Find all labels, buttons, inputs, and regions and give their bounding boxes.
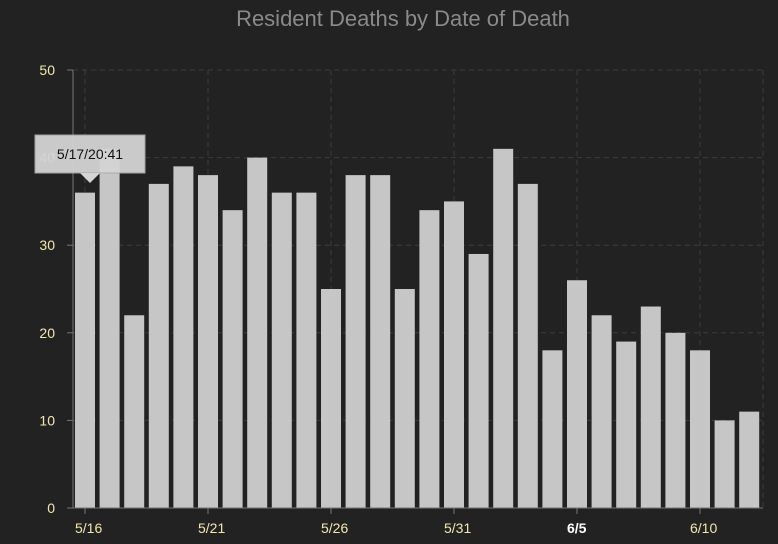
y-tick-label: 20 bbox=[39, 325, 55, 341]
bar-5/27[interactable] bbox=[345, 175, 366, 508]
bar-6/10[interactable] bbox=[690, 350, 710, 508]
x-tick-label: 5/26 bbox=[321, 520, 348, 536]
x-tick-label: 6/5 bbox=[567, 520, 587, 536]
x-tick-label: 6/10 bbox=[690, 520, 717, 536]
bar-5/21[interactable] bbox=[198, 175, 218, 508]
bar-6/6[interactable] bbox=[591, 315, 612, 508]
bar-5/18[interactable] bbox=[124, 315, 145, 508]
tooltip-text: 5/17/20:41 bbox=[57, 146, 123, 162]
bar-6/12[interactable] bbox=[739, 411, 760, 508]
tooltip: 5/17/20:41 bbox=[34, 134, 146, 183]
x-tick-label: 5/31 bbox=[444, 520, 471, 536]
y-tick-label: 30 bbox=[39, 237, 55, 253]
y-tick-label: 10 bbox=[39, 412, 55, 428]
bar-5/31[interactable] bbox=[444, 201, 464, 508]
x-tick-label: 5/21 bbox=[198, 520, 225, 536]
bar-5/25[interactable] bbox=[296, 192, 317, 508]
bar-5/17[interactable] bbox=[99, 148, 120, 508]
bar-5/26[interactable] bbox=[321, 289, 341, 508]
bar-6/9[interactable] bbox=[665, 332, 686, 508]
bar-5/22[interactable] bbox=[222, 210, 243, 508]
bar-6/5[interactable] bbox=[567, 280, 587, 508]
chart-title: Resident Deaths by Date of Death bbox=[236, 6, 570, 31]
bar-5/28[interactable] bbox=[370, 175, 391, 508]
bar-5/29[interactable] bbox=[394, 289, 415, 508]
bar-5/24[interactable] bbox=[271, 192, 292, 508]
y-tick-label: 0 bbox=[47, 500, 55, 516]
bar-6/8[interactable] bbox=[640, 306, 661, 508]
bar-6/1[interactable] bbox=[468, 253, 489, 508]
bar-6/4[interactable] bbox=[542, 350, 563, 508]
bar-6/11[interactable] bbox=[714, 420, 735, 508]
bar-5/16[interactable] bbox=[75, 192, 95, 508]
bar-5/19[interactable] bbox=[148, 183, 169, 508]
bar-6/7[interactable] bbox=[616, 341, 637, 508]
bar-6/3[interactable] bbox=[517, 183, 538, 508]
bar-6/2[interactable] bbox=[493, 148, 514, 508]
bar-5/20[interactable] bbox=[173, 166, 194, 509]
bar-5/23[interactable] bbox=[247, 157, 268, 508]
bar-5/30[interactable] bbox=[419, 210, 440, 508]
y-tick-label: 50 bbox=[39, 62, 55, 78]
x-tick-label: 5/16 bbox=[75, 520, 102, 536]
